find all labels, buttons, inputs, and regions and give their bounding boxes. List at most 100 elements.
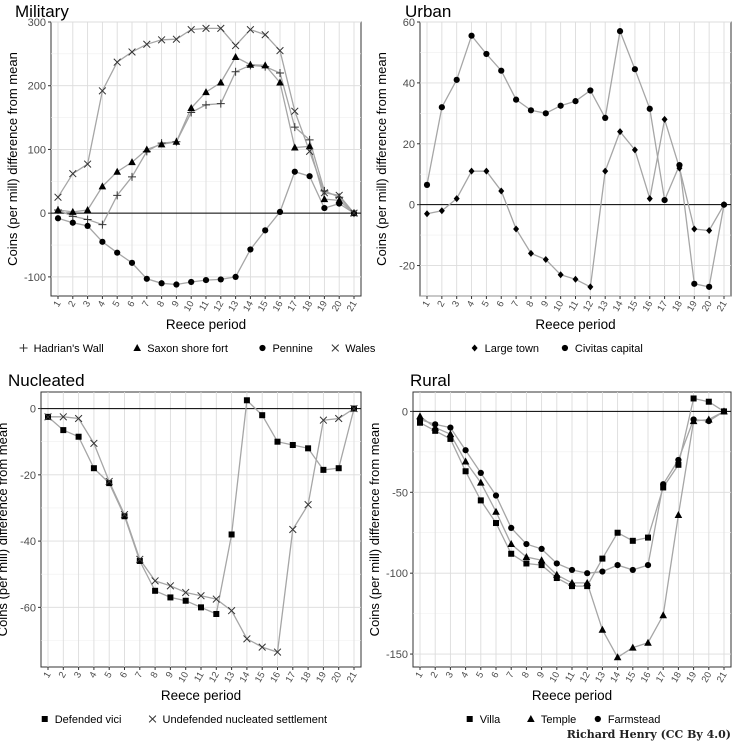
x-tick-label: 21 xyxy=(715,299,730,314)
point-undefended-nucleated-settlement xyxy=(258,643,266,651)
x-tick-label: 3 xyxy=(81,299,93,309)
x-tick-label: 19 xyxy=(684,670,699,685)
point-large-town xyxy=(498,187,505,195)
point-wales xyxy=(276,46,284,55)
point-civitas-capital xyxy=(616,28,624,35)
point-temple xyxy=(446,430,455,438)
x-tick-label: 20 xyxy=(700,299,715,314)
legend-label-undefended-nucleated-settlement: Undefended nucleated settlement xyxy=(163,714,328,726)
point-wales xyxy=(54,193,62,201)
point-civitas-capital xyxy=(572,98,579,105)
x-tick-label: 14 xyxy=(608,670,623,685)
x-tick-label: 17 xyxy=(284,670,299,685)
point-civitas-capital xyxy=(646,105,653,112)
legend-label-wales: Wales xyxy=(345,343,376,355)
y-tick-label: 200 xyxy=(28,81,46,93)
point-hadrian-s-wall xyxy=(216,99,225,108)
point-villa xyxy=(447,435,454,442)
x-tick-label: 15 xyxy=(253,670,268,685)
point-villa xyxy=(538,562,545,569)
x-tick-label: 1 xyxy=(51,299,63,309)
x-tick-label: 6 xyxy=(489,670,501,680)
x-tick-label: 17 xyxy=(654,670,669,685)
legend-label-farmstead: Farmstead xyxy=(608,714,661,726)
x-tick-label: 3 xyxy=(444,670,456,680)
point-villa xyxy=(493,520,499,527)
y-tick-label: -50 xyxy=(392,487,408,499)
point-temple xyxy=(583,578,591,586)
point-civitas-capital xyxy=(542,110,549,117)
x-tick-label: 18 xyxy=(299,670,314,685)
point-civitas-capital xyxy=(706,283,713,290)
point-wales xyxy=(157,36,166,44)
point-undefended-nucleated-settlement xyxy=(151,577,159,585)
x-tick-label: 15 xyxy=(256,299,271,314)
point-defended-vici xyxy=(106,480,113,487)
legend-key-hadrian-s-wall xyxy=(19,344,28,352)
point-pennine xyxy=(143,275,150,282)
point-wales xyxy=(261,30,269,39)
x-axis-label: Reece period xyxy=(166,317,246,332)
chart-title: Rural xyxy=(410,371,451,390)
x-tick-label: 12 xyxy=(581,299,596,314)
point-saxon-shore-fort xyxy=(54,205,62,213)
point-pennine xyxy=(158,280,165,287)
point-defended-vici xyxy=(121,513,128,520)
point-civitas-capital xyxy=(676,161,683,169)
point-defended-vici xyxy=(198,604,204,611)
point-farmstead xyxy=(462,447,469,454)
point-farmstead xyxy=(584,570,591,577)
point-large-town xyxy=(572,275,579,283)
point-large-town xyxy=(527,249,534,257)
point-pennine xyxy=(114,249,121,256)
point-pennine xyxy=(84,222,91,230)
point-temple xyxy=(629,643,637,651)
legend-label-temple: Temple xyxy=(541,714,576,726)
y-axis-label: Coins (per mill) difference from mean xyxy=(0,423,10,637)
point-villa xyxy=(675,461,682,468)
x-tick-label: 7 xyxy=(505,670,517,680)
point-saxon-shore-fort xyxy=(305,142,314,150)
y-tick-label: 40 xyxy=(403,78,415,90)
point-saxon-shore-fort xyxy=(83,205,92,213)
point-farmstead xyxy=(720,408,728,415)
x-tick-label: 19 xyxy=(314,670,329,685)
point-large-town xyxy=(706,227,713,235)
point-saxon-shore-fort xyxy=(157,140,166,148)
x-axis-label: Reece period xyxy=(532,688,612,703)
point-farmstead xyxy=(675,456,682,464)
point-villa xyxy=(705,398,712,405)
point-civitas-capital xyxy=(631,66,639,73)
x-tick-label: 5 xyxy=(474,670,486,680)
x-tick-label: 10 xyxy=(548,670,563,685)
point-large-town xyxy=(661,115,668,123)
y-tick-label: 0 xyxy=(30,404,36,416)
legend-key-defended-vici xyxy=(41,716,48,722)
point-villa xyxy=(477,497,484,504)
x-tick-label: 13 xyxy=(226,299,241,314)
point-temple xyxy=(461,457,470,465)
point-hadrian-s-wall xyxy=(202,100,210,109)
point-farmstead xyxy=(553,560,560,567)
x-tick-label: 5 xyxy=(103,670,115,680)
x-tick-label: 4 xyxy=(87,670,99,680)
x-tick-label: 7 xyxy=(140,299,152,309)
point-undefended-nucleated-settlement xyxy=(90,439,98,448)
point-undefended-nucleated-settlement xyxy=(319,416,328,424)
point-pennine xyxy=(69,219,76,226)
point-temple xyxy=(598,625,607,633)
x-tick-label: 7 xyxy=(510,299,522,309)
point-large-town xyxy=(468,167,475,175)
point-saxon-shore-fort xyxy=(202,88,210,96)
x-tick-label: 16 xyxy=(268,670,283,685)
y-tick-label: -20 xyxy=(399,261,415,273)
point-defended-vici xyxy=(289,442,296,449)
point-temple xyxy=(568,578,576,586)
point-farmstead xyxy=(416,416,424,423)
y-tick-label: -100 xyxy=(386,568,408,580)
x-tick-label: 21 xyxy=(345,299,360,314)
chart-title: Military xyxy=(15,2,69,21)
